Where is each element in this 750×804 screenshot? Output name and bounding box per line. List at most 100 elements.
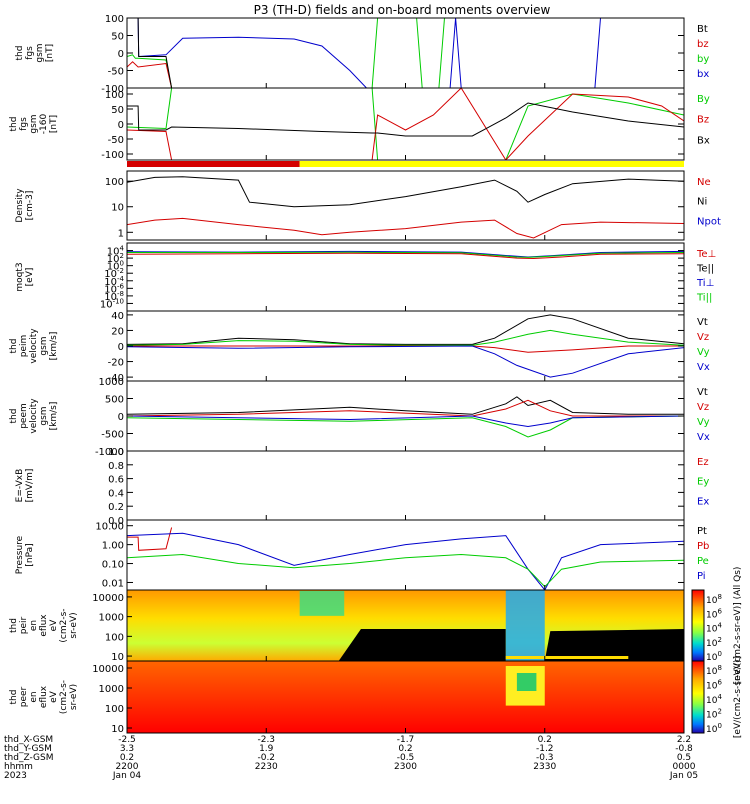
y-axis-label: (cm2-s- [59, 608, 69, 642]
y-tick-label: 100 [105, 177, 124, 188]
y-tick-label: 0.6 [108, 475, 124, 486]
y-axis-label: gsm [29, 114, 39, 133]
legend-entry: Bx [697, 135, 710, 146]
fgs-lmn-panel: 100 50 0 -50 -100 By Bz Bx thd fgs gsm -160 [nT] [9, 87, 710, 161]
legend-entry: By [697, 94, 710, 105]
y-axis-label: thd [9, 409, 19, 424]
y-tick-label: 20 [111, 326, 124, 337]
y-tick-label: 100 [105, 632, 124, 643]
x-tick-label: 2330 [533, 762, 556, 772]
density-panel: 100 10 1 Ne Ni Npot Density [cm-3] [15, 170, 721, 241]
y-axis-label: sr-eV) [69, 612, 79, 638]
legend-entry: Ti|| [696, 293, 712, 304]
y-tick-label: 0.8 [108, 461, 124, 472]
x-tick-label: -0.5 [397, 753, 415, 763]
y-axis-label: peir [19, 616, 29, 634]
x-tick-label: 0.2 [120, 753, 134, 763]
x-axis-row-label: hhmm [4, 762, 33, 772]
series-line-bx [127, 18, 684, 88]
y-tick-label: 0 [118, 342, 124, 353]
y-axis-label: eV [49, 619, 59, 632]
colorbar-tick-label: 106 [706, 607, 722, 620]
temperature-panel: 10410210010-210-410-610-810-10Te⊥Te||Ti⊥… [15, 242, 716, 312]
y-axis-label: en [29, 620, 39, 631]
y-tick-label: -50 [108, 135, 124, 146]
spectrogram-image [127, 661, 684, 733]
x-axis-row-label: thd_Z-GSM [4, 753, 53, 763]
y-axis-label: velocity [29, 328, 39, 364]
series-line-Pi [127, 532, 684, 590]
y-axis-label: moqt3 [15, 262, 25, 291]
legend-entry: Vy [697, 417, 710, 428]
x-tick-label: -0.2 [257, 753, 275, 763]
spectrogram-feature [338, 629, 506, 661]
legend-entry: Te|| [696, 264, 714, 275]
y-tick-label: 1.0 [108, 447, 124, 458]
y-tick-label: 1000 [99, 377, 124, 388]
y-axis-label: peem [19, 403, 29, 429]
spectrogram-feature [516, 673, 537, 691]
legend-entry: Vz [697, 402, 709, 413]
y-axis-label: peim [19, 335, 29, 358]
panel-frame [126, 450, 685, 521]
y-tick-label: -100 [101, 150, 124, 161]
legend-entry: Npot [697, 216, 721, 227]
colorbar-tick-label: 106 [706, 679, 722, 692]
series-line-by [127, 18, 684, 88]
legend-entry: Ti⊥ [696, 278, 714, 289]
y-tick-label: 500 [105, 395, 124, 406]
x-tick-label: 0.2 [538, 735, 552, 745]
colorbar-tick-label: 104 [706, 693, 722, 706]
x-tick-label: 2300 [394, 762, 417, 772]
series-line-Vx [127, 345, 684, 378]
y-tick-label: -20 [108, 358, 124, 369]
series-line-Vx [127, 415, 684, 428]
peem-velocity-panel: 1000 500 0 -500 -1000 Vt Vz Vy Vx thd peem velocity… [9, 377, 710, 458]
x-tick-label: Jan 04 [112, 771, 141, 781]
y-tick-label: -100 [101, 84, 124, 95]
y-axis-label: gsm [39, 336, 49, 355]
x-tick-label: 3.3 [120, 744, 134, 754]
fgs-panel: 100 50 0 -50 -100 Bt bz by bx thd fgs gsm [nT] [15, 14, 709, 95]
series-line-By [127, 88, 684, 160]
plot-title: P3 (TH-D) fields and on-board moments ov… [254, 3, 551, 17]
y-axis-label: -160 [39, 114, 49, 135]
state-segment [299, 161, 684, 167]
x-tick-label: 1.9 [259, 744, 274, 754]
legend-entry: Ey [697, 477, 709, 488]
legend-entry: Bz [697, 115, 709, 126]
y-axis-label: gsm [35, 43, 45, 62]
legend-entry: by [697, 54, 709, 65]
legend-entry: Ne [697, 177, 711, 188]
y-tick-label: 50 [111, 32, 124, 43]
series-line-Ni [127, 176, 684, 208]
x-axis-row-label: 2023 [4, 771, 27, 781]
peim-velocity-panel: 40 20 0 -20 -40 Vt Vz Vy Vx thd peim velocity gsm [km… [9, 310, 710, 384]
y-tick-label: 1000 [99, 684, 124, 695]
colorbar-label: [eV/(cm2-s-sr-eV)] [733, 656, 743, 738]
y-axis-label: sr-eV) [69, 684, 79, 710]
y-axis-label: [km/s] [49, 332, 59, 361]
y-tick-label: 0.2 [108, 502, 124, 513]
spectrogram-feature [505, 590, 545, 661]
spectrogram-feature [299, 591, 345, 616]
y-tick-label: -50 [108, 67, 124, 78]
y-tick-label: 10 [111, 203, 124, 214]
x-tick-label: 2.2 [677, 735, 691, 745]
y-axis-label: peer [19, 686, 29, 707]
legend-entry: Pi [697, 571, 706, 582]
y-axis-label: Density [15, 188, 25, 223]
series-line-Vt [127, 396, 684, 415]
y-axis-label: thd [9, 117, 19, 132]
efield-panel: 1.0 0.8 0.6 0.4 0.2 0.0 Ez Ey Ex E=-VxB [mV/m] [15, 447, 709, 527]
colorbar-tick-label: 100 [706, 722, 722, 735]
x-tick-label: -1.2 [536, 744, 554, 754]
y-tick-label: 0.10 [102, 560, 124, 571]
y-axis-label: [eV] [25, 268, 35, 287]
spectrogram-feature [544, 629, 684, 661]
x-tick-label: 0.5 [677, 753, 691, 763]
legend-entry: Ni [697, 197, 707, 208]
y-tick-label: 10 [111, 724, 124, 735]
legend-entry: Te⊥ [696, 249, 716, 260]
